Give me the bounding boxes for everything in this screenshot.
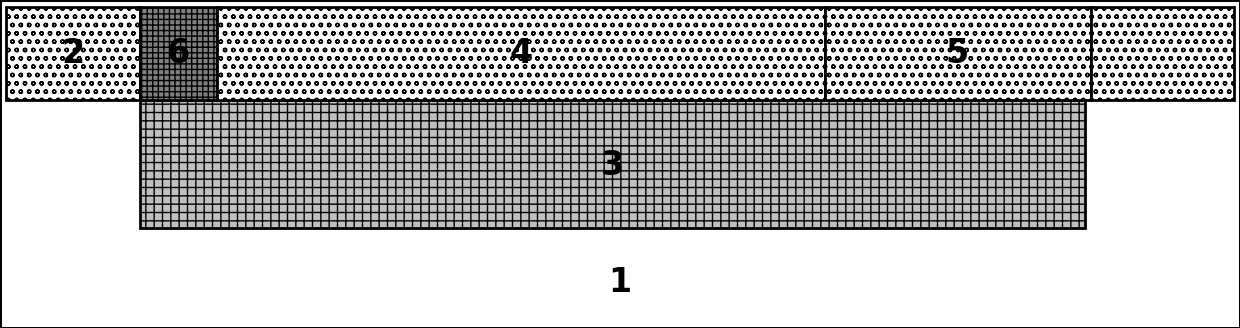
Text: 4: 4	[510, 37, 532, 70]
Text: 5: 5	[946, 37, 968, 70]
Bar	[217, 7, 825, 100]
Text: 1: 1	[609, 266, 631, 298]
Text: 2: 2	[62, 37, 84, 70]
Bar	[140, 7, 217, 100]
Bar	[140, 100, 1085, 228]
Text: 3: 3	[601, 149, 624, 182]
Bar	[6, 7, 140, 100]
Bar	[1091, 7, 1234, 100]
Text: 6: 6	[167, 37, 190, 70]
Bar	[825, 7, 1091, 100]
